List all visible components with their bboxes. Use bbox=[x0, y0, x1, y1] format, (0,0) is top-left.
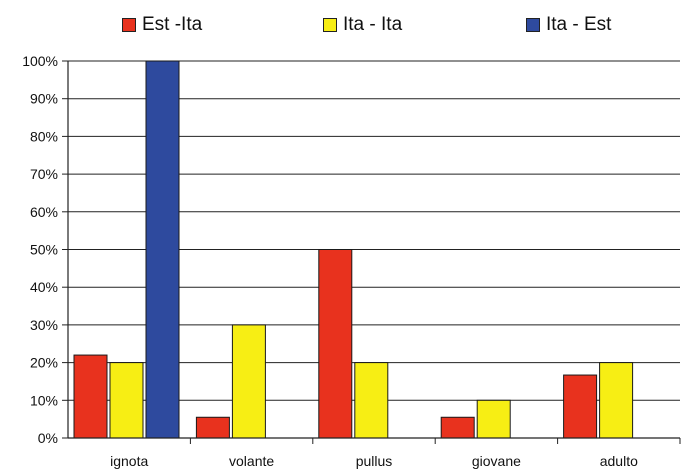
bar-pullus-series-0 bbox=[318, 249, 353, 439]
bar-ignota-series-0 bbox=[73, 354, 108, 439]
legend-swatch-blue bbox=[526, 18, 540, 32]
y-tick-label: 70% bbox=[30, 166, 58, 182]
legend-swatch-red bbox=[122, 18, 136, 32]
axes bbox=[67, 61, 680, 439]
legend-item-ita-est: Ita - Est bbox=[526, 14, 611, 36]
y-tick-label: 100% bbox=[22, 53, 58, 69]
bar-giovane-series-1 bbox=[476, 399, 511, 439]
x-axis-labels: ignota volante pullus giovane adulto bbox=[110, 438, 681, 469]
bar-volante-series-0 bbox=[195, 416, 230, 439]
bars bbox=[73, 60, 634, 439]
y-tick-label: 0% bbox=[38, 430, 58, 446]
chart-legend: Est -Ita Ita - Ita Ita - Est bbox=[0, 14, 681, 36]
bar-giovane-series-0 bbox=[440, 416, 475, 439]
bar-adulto-series-0 bbox=[563, 374, 598, 439]
y-tick-label: 80% bbox=[30, 128, 58, 144]
y-tick-label: 20% bbox=[30, 355, 58, 371]
bar-adulto-series-1 bbox=[599, 362, 634, 439]
y-tick-label: 60% bbox=[30, 204, 58, 220]
y-tick-label: 10% bbox=[30, 392, 58, 408]
legend-label: Est -Ita bbox=[142, 14, 203, 35]
bar-pullus-series-1 bbox=[354, 362, 389, 439]
bar-volante-series-1 bbox=[231, 324, 266, 439]
x-tick-label: giovane bbox=[472, 453, 521, 469]
legend-item-est-ita: Est -Ita bbox=[122, 14, 202, 36]
legend-label: Ita - Ita bbox=[343, 14, 403, 35]
legend-item-ita-ita: Ita - Ita bbox=[323, 14, 402, 36]
x-tick-label: volante bbox=[229, 453, 274, 469]
y-tick-label: 90% bbox=[30, 91, 58, 107]
y-tick-label: 50% bbox=[30, 242, 58, 258]
bar-ignota-series-1 bbox=[109, 362, 144, 439]
y-tick-label: 40% bbox=[30, 279, 58, 295]
legend-swatch-yellow bbox=[323, 18, 337, 32]
x-tick-label: pullus bbox=[356, 453, 393, 469]
legend-label: Ita - Est bbox=[546, 14, 612, 35]
bar-ignota-series-2 bbox=[145, 60, 180, 439]
y-axis-labels: 0% 10% 20% 30% 40% 50% 60% 70% 80% 90% 100% bbox=[22, 53, 58, 446]
y-tick-label: 30% bbox=[30, 317, 58, 333]
x-tick-label: adulto bbox=[600, 453, 638, 469]
x-tick-label: ignota bbox=[110, 453, 148, 469]
